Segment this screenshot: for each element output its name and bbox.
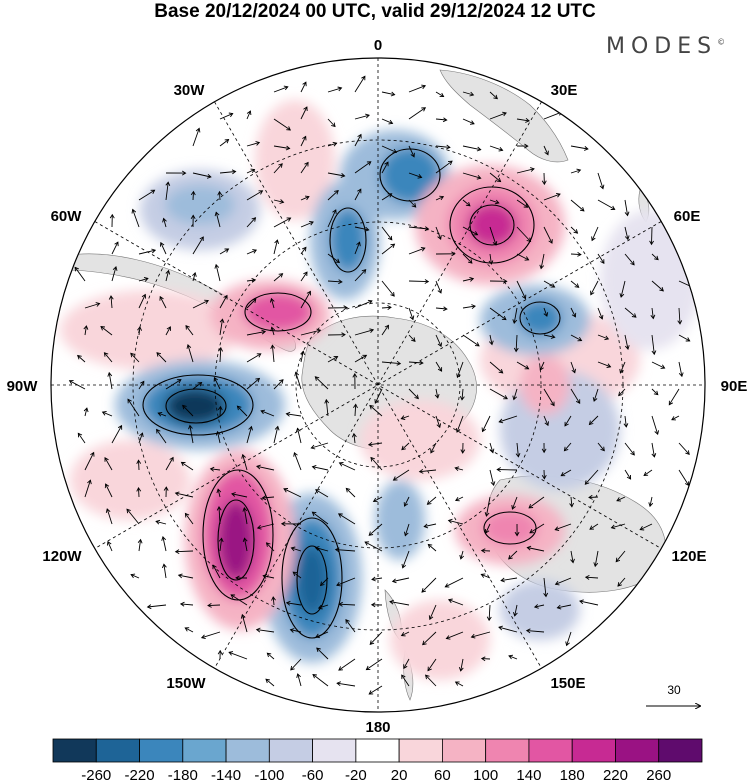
reference-vector: 30	[646, 683, 700, 706]
colorbar-swatch	[182, 738, 227, 763]
colorbar-tick-label: 60	[434, 767, 451, 783]
colorbar-tick-label: 220	[603, 767, 628, 783]
label-180: 180	[365, 719, 390, 736]
colorbar-tick-label: -220	[125, 767, 155, 783]
colorbar-swatch	[571, 738, 616, 763]
colorbar-tick-label: 20	[391, 767, 408, 783]
colorbar-swatch	[658, 738, 703, 763]
label-60e: 60E	[674, 208, 701, 225]
graticule	[51, 58, 705, 712]
label-60w: 60W	[51, 208, 83, 225]
colorbar-tick-label: -180	[168, 767, 198, 783]
modes-logo: MODES©	[606, 34, 726, 59]
colorbar-tick-label: -140	[211, 767, 241, 783]
map-border	[50, 57, 706, 713]
label-30e: 30E	[551, 82, 578, 99]
label-120w: 120W	[42, 548, 82, 565]
colorbar-tick-label: -20	[345, 767, 367, 783]
contour-lines	[142, 148, 561, 639]
colorbar-swatch	[528, 738, 573, 763]
colorbar-tick-label: 140	[516, 767, 541, 783]
label-30w: 30W	[174, 82, 206, 99]
colorbar-swatch	[139, 738, 184, 763]
colorbar-swatch	[225, 738, 270, 763]
label-120e: 120E	[671, 548, 706, 565]
wind-vectors	[68, 75, 695, 695]
colorbar-tick-label: 180	[560, 767, 585, 783]
colorbar-swatch	[95, 738, 140, 763]
map-disc	[51, 58, 705, 712]
colorbar-tick-label: -100	[254, 767, 284, 783]
label-90w: 90W	[7, 378, 39, 395]
colorbar: -260 -220 -180 -140 -100 -60 -20 20 60 100 140 180 2…	[52, 738, 703, 783]
colorbar-swatch	[485, 738, 530, 763]
colorbar-swatch	[441, 738, 487, 763]
colorbar-tick-label: 100	[473, 767, 498, 783]
colorbar-swatch	[355, 738, 400, 763]
colorbar-swatch	[268, 738, 314, 763]
colorbar-tick-label: -60	[302, 767, 324, 783]
map-title: Base 20/12/2024 00 UTC, valid 29/12/2024…	[154, 1, 596, 22]
svg-text:30: 30	[667, 683, 681, 697]
longitude-labels: 0 30E 60E 90E 120E 150E 180 150W 120W 90…	[7, 37, 748, 736]
colorbar-swatch	[398, 738, 443, 763]
label-150e: 150E	[550, 675, 585, 692]
colorbar-swatch	[52, 738, 97, 763]
colorbar-swatch	[615, 738, 660, 763]
label-90e: 90E	[721, 378, 748, 395]
label-150w: 150W	[166, 675, 206, 692]
colorbar-swatch	[312, 738, 357, 763]
label-0: 0	[374, 37, 382, 54]
colorbar-tick-label: -260	[81, 767, 111, 783]
anomaly-fields	[60, 100, 700, 680]
colorbar-tick-label: 260	[646, 767, 671, 783]
